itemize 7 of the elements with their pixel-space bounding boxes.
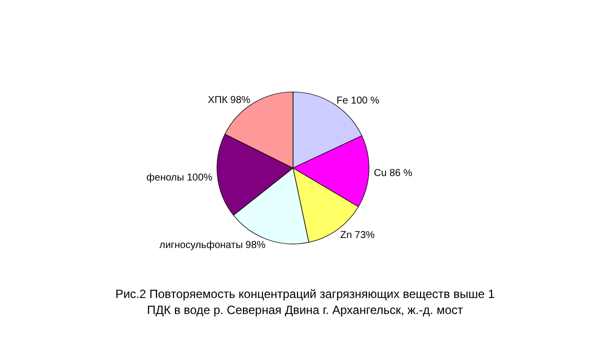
slice-label: Cu 86 % [374,168,412,179]
slice-label: лигносульфонаты 98% [159,240,266,252]
slice-label: Zn 73% [340,230,375,241]
slice-label: фенолы 100% [146,172,213,184]
text: Рис.2 Повторяемость концентраций загрязняющих веществ выше 1 ПДК в воде р. Северная Двина г. Архангельск, ж.-д. мост [115,287,496,317]
slice-label: Fe 100 % [336,96,380,107]
slice-label: ХПК 98% [208,95,250,106]
